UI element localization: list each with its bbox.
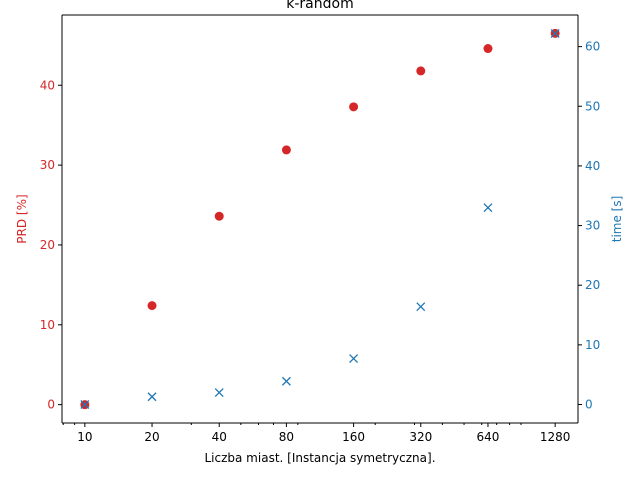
x-tick-label: 40 (212, 430, 227, 444)
right-y-tick-label: 40 (585, 159, 600, 173)
left-y-tick-label: 20 (40, 238, 55, 252)
x-axis-label: Liczba miast. [Instancja symetryczna]. (204, 451, 435, 465)
left-y-tick-label: 30 (40, 158, 55, 172)
time-point (483, 203, 493, 213)
right-y-tick-label: 60 (585, 40, 600, 54)
left-y-axis-label: PRD [%] (15, 194, 29, 243)
prd-point (281, 145, 291, 155)
right-y-tick-label: 20 (585, 278, 600, 292)
time-point (349, 354, 359, 364)
right-y-tick-label: 0 (585, 398, 593, 412)
x-tick-label: 160 (342, 430, 365, 444)
time-point (550, 29, 560, 38)
x-tick-label: 80 (279, 430, 294, 444)
time-point (214, 388, 224, 398)
chart-title: k-random (286, 0, 353, 12)
x-tick-label: 640 (477, 430, 500, 444)
left-y-tick-label: 0 (47, 398, 55, 412)
x-tick-label: 20 (144, 430, 159, 444)
prd-point (483, 44, 493, 54)
prd-point (214, 211, 224, 221)
right-y-tick-label: 30 (585, 219, 600, 233)
x-tick-label: 320 (409, 430, 432, 444)
right-y-axis-label: time [s] (610, 196, 624, 243)
time-point (281, 376, 291, 386)
time-point (80, 400, 90, 409)
right-y-tick-label: 10 (585, 338, 600, 352)
prd-point (416, 66, 426, 76)
prd-point (349, 102, 359, 112)
left-y-tick-label: 10 (40, 318, 55, 332)
prd-point (147, 301, 157, 311)
plot-area: 10 20 40 80 160 320 640 1280 0 10 20 30 40 0 10 20 30 40 5… (40, 14, 600, 444)
x-tick-label: 1280 (540, 430, 571, 444)
time-point (416, 302, 426, 312)
right-y-tick-label: 50 (585, 99, 600, 113)
x-tick-label: 10 (77, 430, 92, 444)
time-point (147, 392, 157, 402)
left-y-tick-label: 40 (40, 78, 55, 92)
